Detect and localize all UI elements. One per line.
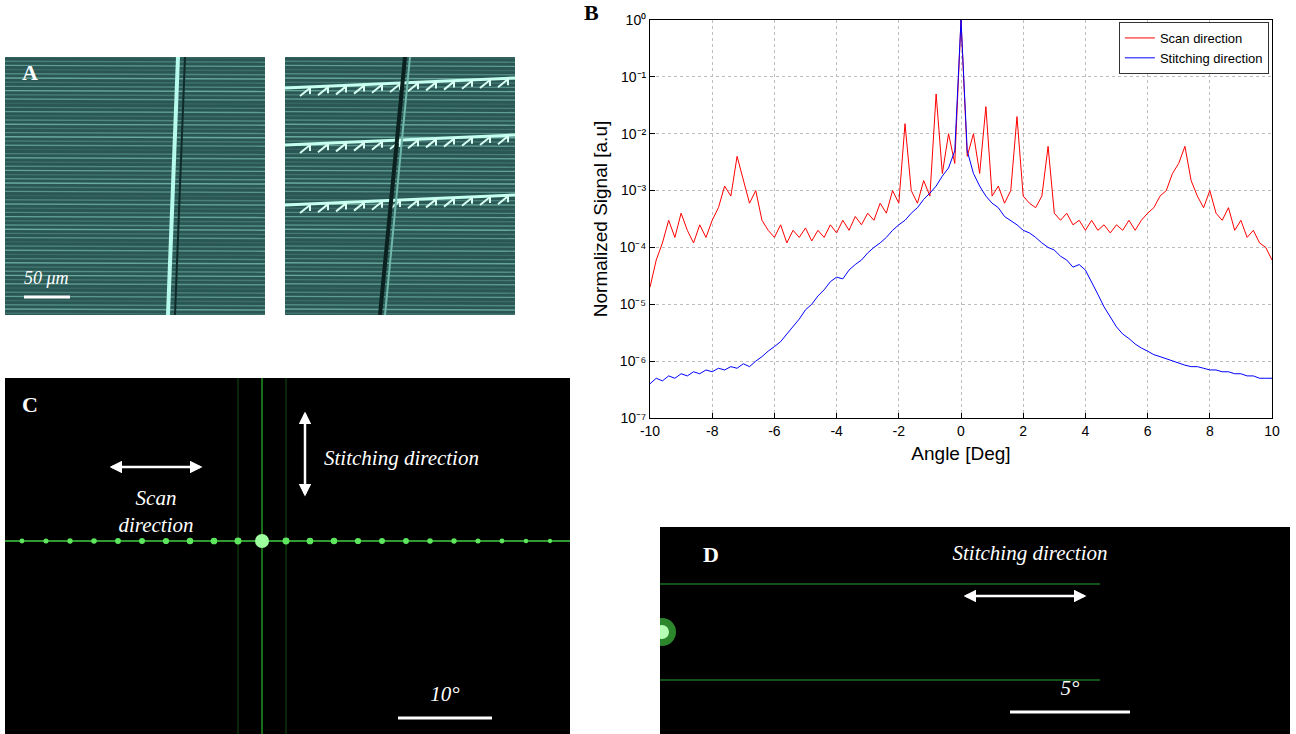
svg-text:-10: -10 (640, 423, 660, 439)
svg-text:10⁻⁷: 10⁻⁷ (621, 410, 647, 426)
html-text:B: B (584, 0, 599, 25)
svg-text:8: 8 (1206, 423, 1214, 439)
svg-text:Stitching direction: Stitching direction (1160, 51, 1263, 66)
svg-text:D: D (703, 542, 719, 567)
svg-text:-2: -2 (893, 423, 906, 439)
svg-text:direction: direction (118, 513, 193, 537)
svg-text:Angle [Deg]: Angle [Deg] (911, 443, 1010, 464)
svg-text:10⁰: 10⁰ (626, 12, 647, 28)
svg-text:C: C (22, 392, 38, 417)
svg-text:Scan: Scan (136, 486, 177, 510)
svg-text:Stitching direction: Stitching direction (953, 541, 1108, 565)
svg-text:4: 4 (1082, 423, 1090, 439)
svg-text:10⁻⁶: 10⁻⁶ (620, 353, 646, 369)
svg-text:Normalized Signal [a.u]: Normalized Signal [a.u] (590, 121, 611, 317)
svg-text:0: 0 (957, 423, 965, 439)
svg-text:6: 6 (1144, 423, 1152, 439)
svg-text:10⁻²: 10⁻² (621, 126, 647, 142)
svg-text:-6: -6 (768, 423, 781, 439)
svg-text:10⁻⁴: 10⁻⁴ (620, 239, 647, 255)
svg-text:50 μm: 50 μm (24, 268, 69, 288)
svg-text:10⁻³: 10⁻³ (621, 182, 647, 198)
svg-text:10⁻¹: 10⁻¹ (621, 69, 647, 85)
svg-text:5°: 5° (1061, 676, 1081, 700)
svg-text:10⁻⁵: 10⁻⁵ (620, 296, 646, 312)
svg-text:2: 2 (1019, 423, 1027, 439)
svg-text:10: 10 (1264, 423, 1280, 439)
svg-text:10°: 10° (430, 682, 460, 706)
svg-text:Scan direction: Scan direction (1160, 31, 1242, 46)
svg-text:-4: -4 (830, 423, 843, 439)
svg-text:A: A (22, 60, 38, 85)
svg-text:-8: -8 (706, 423, 719, 439)
svg-text:Stitching direction: Stitching direction (324, 446, 479, 470)
